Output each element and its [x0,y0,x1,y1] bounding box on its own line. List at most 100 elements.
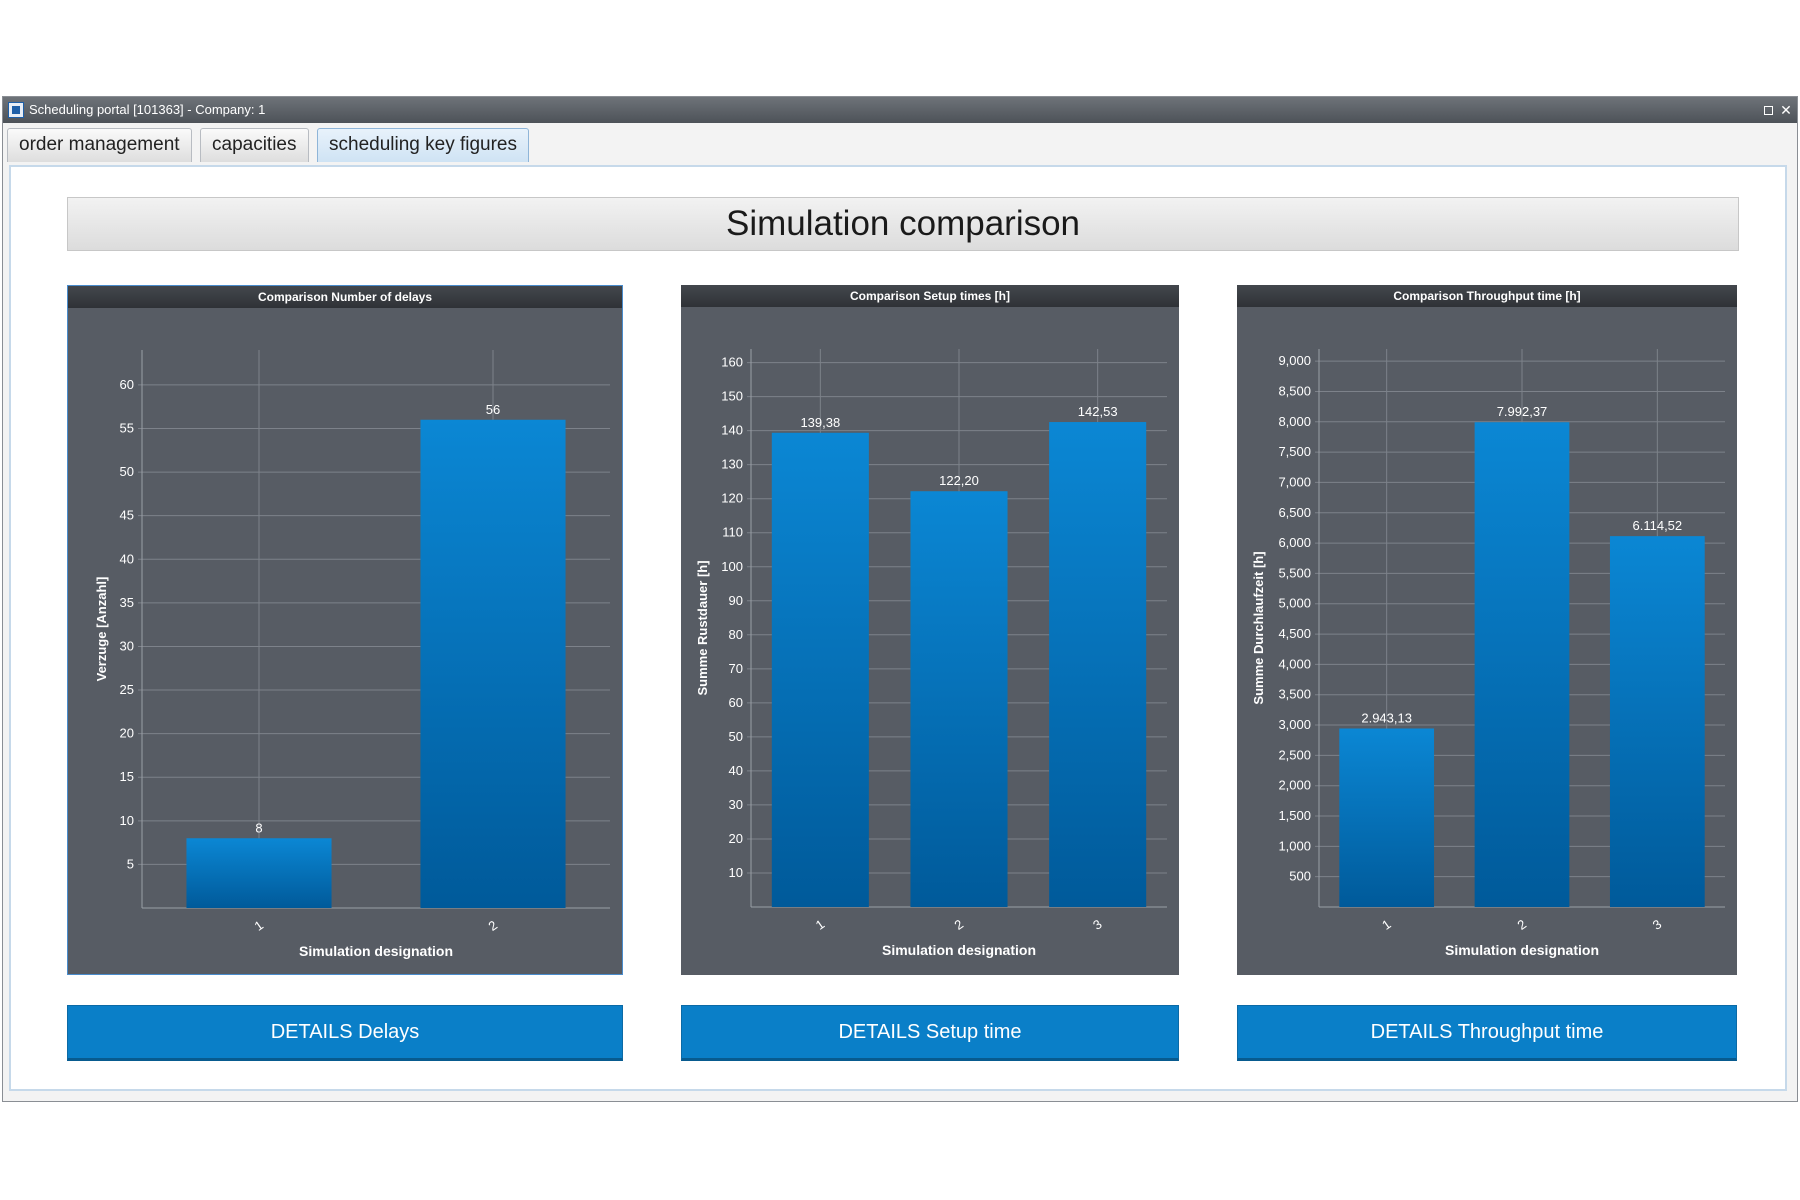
y-tick-label: 150 [721,389,743,404]
details-throughput-time-button[interactable]: DETAILS Throughput time [1237,1005,1737,1061]
y-tick-label: 50 [729,729,743,744]
maximize-icon[interactable] [1764,105,1773,115]
y-tick-label: 7,000 [1278,474,1311,489]
y-tick-label: 2,500 [1278,747,1311,762]
y-tick-label: 130 [721,457,743,472]
tab-content: Simulation comparison Comparison Number … [9,165,1787,1091]
close-icon[interactable]: ✕ [1780,102,1792,118]
x-tick-label: 2 [951,916,966,932]
y-tick-label: 20 [120,726,134,741]
y-tick-label: 6,000 [1278,535,1311,550]
x-tick-label: 2 [1514,916,1529,932]
y-tick-label: 8,000 [1278,414,1311,429]
y-tick-label: 9,000 [1278,353,1311,368]
app-window: Scheduling portal [101363] - Company: 1 … [2,96,1798,1102]
y-tick-label: 5 [127,856,134,871]
data-label: 8 [255,820,262,835]
y-tick-label: 20 [729,831,743,846]
details-setup-time-button[interactable]: DETAILS Setup time [681,1005,1179,1061]
y-tick-label: 80 [729,627,743,642]
y-tick-label: 6,500 [1278,505,1311,520]
y-tick-label: 90 [729,593,743,608]
y-tick-label: 40 [120,551,134,566]
x-tick-label: 2 [485,917,500,933]
y-tick-label: 2,000 [1278,778,1311,793]
y-tick-label: 45 [120,508,134,523]
bar [910,491,1008,907]
x-tick-label: 1 [813,916,828,932]
chart-title: Comparison Number of delays [68,286,622,308]
y-tick-label: 5,500 [1278,565,1311,580]
data-label: 2.943,13 [1361,710,1412,725]
y-tick-label: 30 [729,797,743,812]
data-label: 6.114,52 [1633,518,1683,533]
y-tick-label: 35 [120,595,134,610]
tab-scheduling-key-figures[interactable]: scheduling key figures [317,128,529,162]
bar [1049,422,1147,907]
data-label: 56 [486,402,500,417]
chart-delays: 5 10 15 20 25 30 35 40 45 50 55 60 8 1 56 2 Simulation d… [94,350,610,959]
x-axis-title: Simulation designation [882,942,1036,958]
y-tick-label: 3,500 [1278,687,1311,702]
data-label: 139,38 [800,415,840,430]
y-axis-title: Summe Durchlaufzeit [h] [1251,551,1266,704]
y-tick-label: 4,000 [1278,656,1311,671]
page-title: Simulation comparison [67,197,1739,251]
x-axis-title: Simulation designation [299,943,453,959]
x-tick-label: 1 [1379,916,1394,932]
bar [1609,536,1705,907]
y-tick-label: 120 [721,491,743,506]
x-axis-title: Simulation designation [1445,942,1599,958]
chart-panel-setup-times: Comparison Setup times [h] 10 20 30 40 50 60 7… [681,285,1179,975]
x-tick-label: 3 [1650,916,1665,932]
y-tick-label: 110 [722,525,743,540]
window-title: Scheduling portal [101363] - Company: 1 [29,102,266,117]
y-tick-label: 60 [729,695,743,710]
y-tick-label: 25 [120,682,134,697]
y-tick-label: 50 [120,464,134,479]
y-tick-label: 8,500 [1278,383,1311,398]
y-tick-label: 500 [1289,869,1311,884]
tab-capacities[interactable]: capacities [200,128,309,162]
y-tick-label: 30 [120,638,134,653]
app-logo-icon [8,102,24,118]
y-tick-label: 15 [120,769,134,784]
y-tick-label: 1,500 [1278,808,1311,823]
chart-panel-throughput-time: Comparison Throughput time [h] 500 1,000 1… [1237,285,1737,975]
bar [1339,728,1435,907]
bar [771,432,869,907]
y-tick-label: 3,000 [1278,717,1311,732]
data-label: 7.992,37 [1497,404,1548,419]
details-delays-button[interactable]: DETAILS Delays [67,1005,623,1061]
chart-title: Comparison Throughput time [h] [1237,285,1737,307]
chart-setup-times: 10 20 30 40 50 60 70 80 90 100 110 120 130 140 150 160 1… [695,349,1167,958]
bar [420,419,566,908]
y-tick-label: 140 [721,423,743,438]
chart-panel-delays: Comparison Number of delays 5 10 15 20 25 30 3… [67,285,623,975]
tab-bar: order management capacities scheduling k… [3,123,1797,162]
y-tick-label: 100 [721,559,743,574]
y-tick-label: 160 [721,355,743,370]
data-label: 122,20 [939,473,979,488]
y-tick-label: 60 [120,377,134,392]
y-tick-label: 40 [729,763,743,778]
y-tick-label: 5,000 [1278,596,1311,611]
chart-title: Comparison Setup times [h] [681,285,1179,307]
y-tick-label: 55 [120,420,134,435]
y-tick-label: 7,500 [1278,444,1311,459]
chart-throughput-time: 500 1,000 1,500 2,000 2,500 3,000 3,500 4,000 4,… [1251,349,1725,958]
y-tick-label: 1,000 [1278,838,1311,853]
y-tick-label: 4,500 [1278,626,1311,641]
y-axis-title: Verzuge [Anzahl] [94,577,109,682]
y-tick-label: 10 [729,865,743,880]
bar [1474,422,1570,907]
y-tick-label: 70 [729,661,743,676]
window-controls: ✕ [1764,97,1793,123]
y-axis-title: Summe Rustdauer [h] [695,560,710,695]
data-label: 142,53 [1078,404,1118,419]
bar [186,838,332,908]
y-tick-label: 10 [120,813,134,828]
x-tick-label: 3 [1090,916,1105,932]
tab-order-management[interactable]: order management [7,128,192,162]
title-bar: Scheduling portal [101363] - Company: 1 … [3,97,1797,123]
